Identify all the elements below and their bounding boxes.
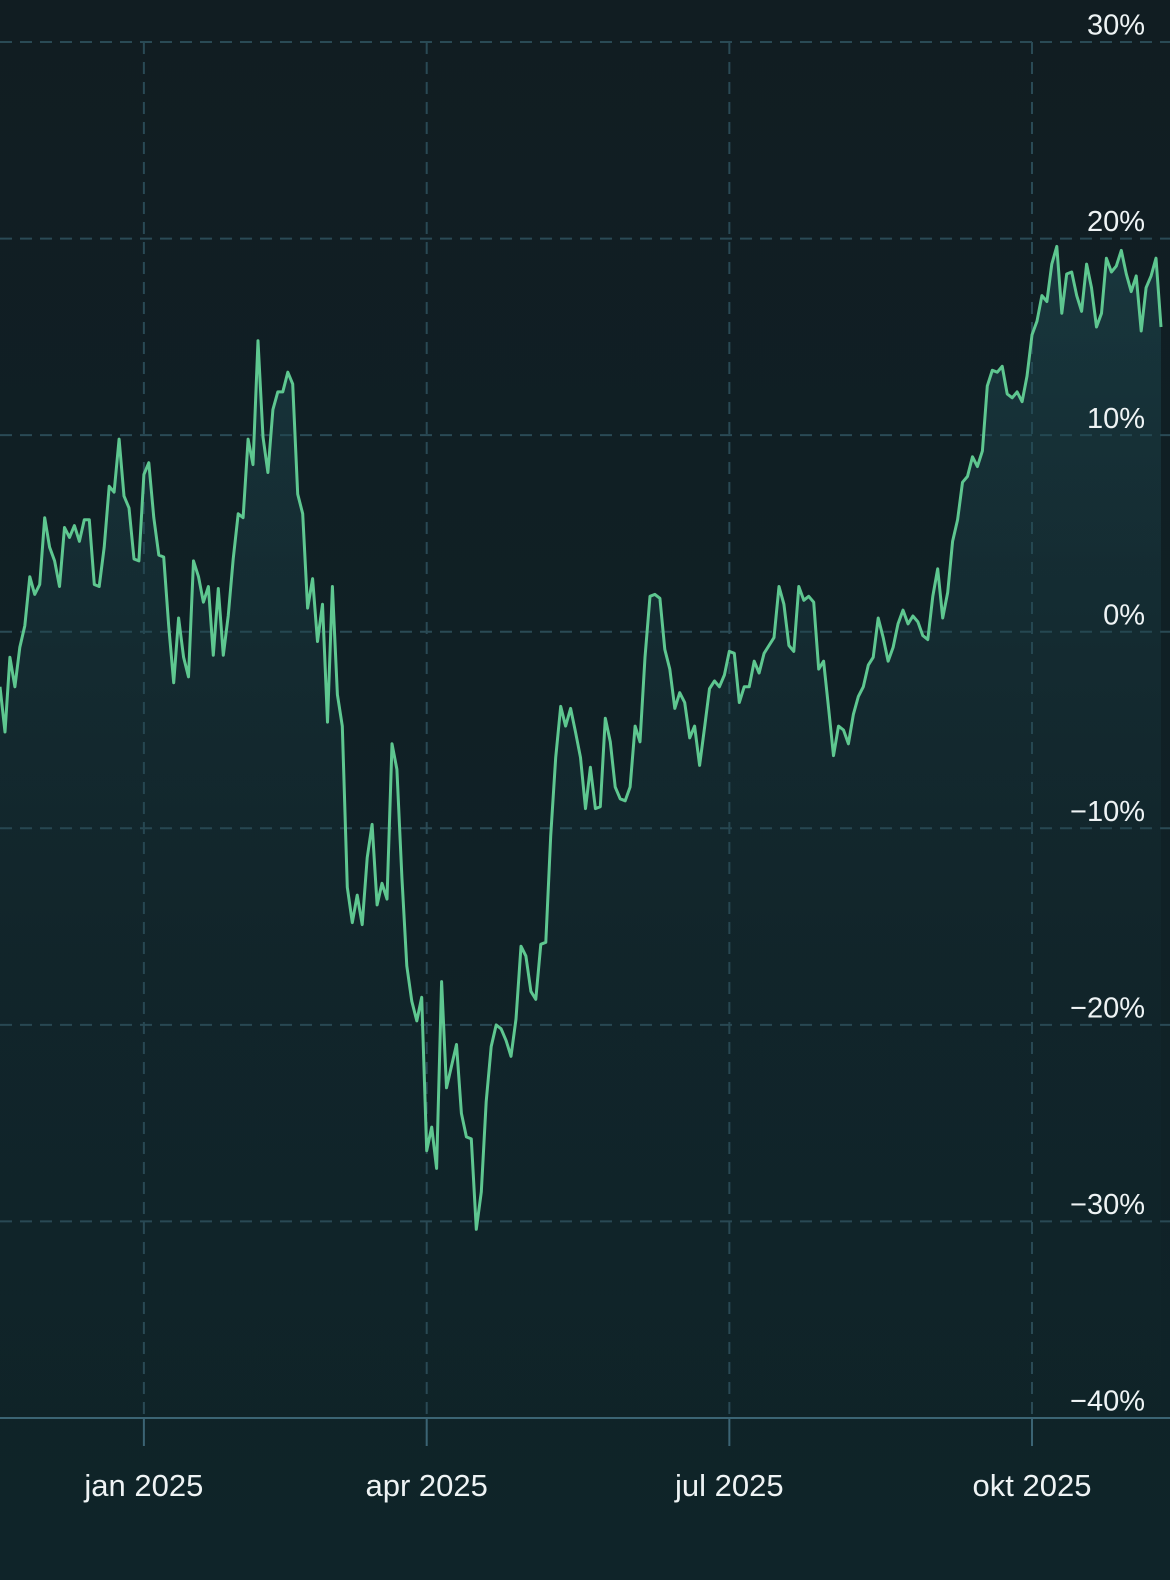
y-tick-label: −10% [1070,796,1145,828]
y-tick-label: 20% [1087,206,1145,238]
labels: 30% 20% 10% 0% −10% −20% −30% −40% jan 2025 apr 2… [83,10,1145,1504]
line [0,244,1163,1231]
x-tick-label: okt 2025 [973,1468,1092,1503]
y-tick-label: −40% [1070,1386,1145,1418]
plot [0,244,1163,1418]
y-tick-label: 30% [1087,10,1145,42]
area [0,246,1161,1418]
x-tick-label: apr 2025 [365,1468,487,1503]
x-tick-label: jan 2025 [83,1468,203,1503]
y-tick-label: −20% [1070,993,1145,1025]
y-tick-label: 0% [1103,599,1145,631]
x-tick-label: jul 2025 [674,1468,784,1503]
y-tick-label: 10% [1087,403,1145,435]
y-tick-label: −30% [1070,1189,1145,1221]
